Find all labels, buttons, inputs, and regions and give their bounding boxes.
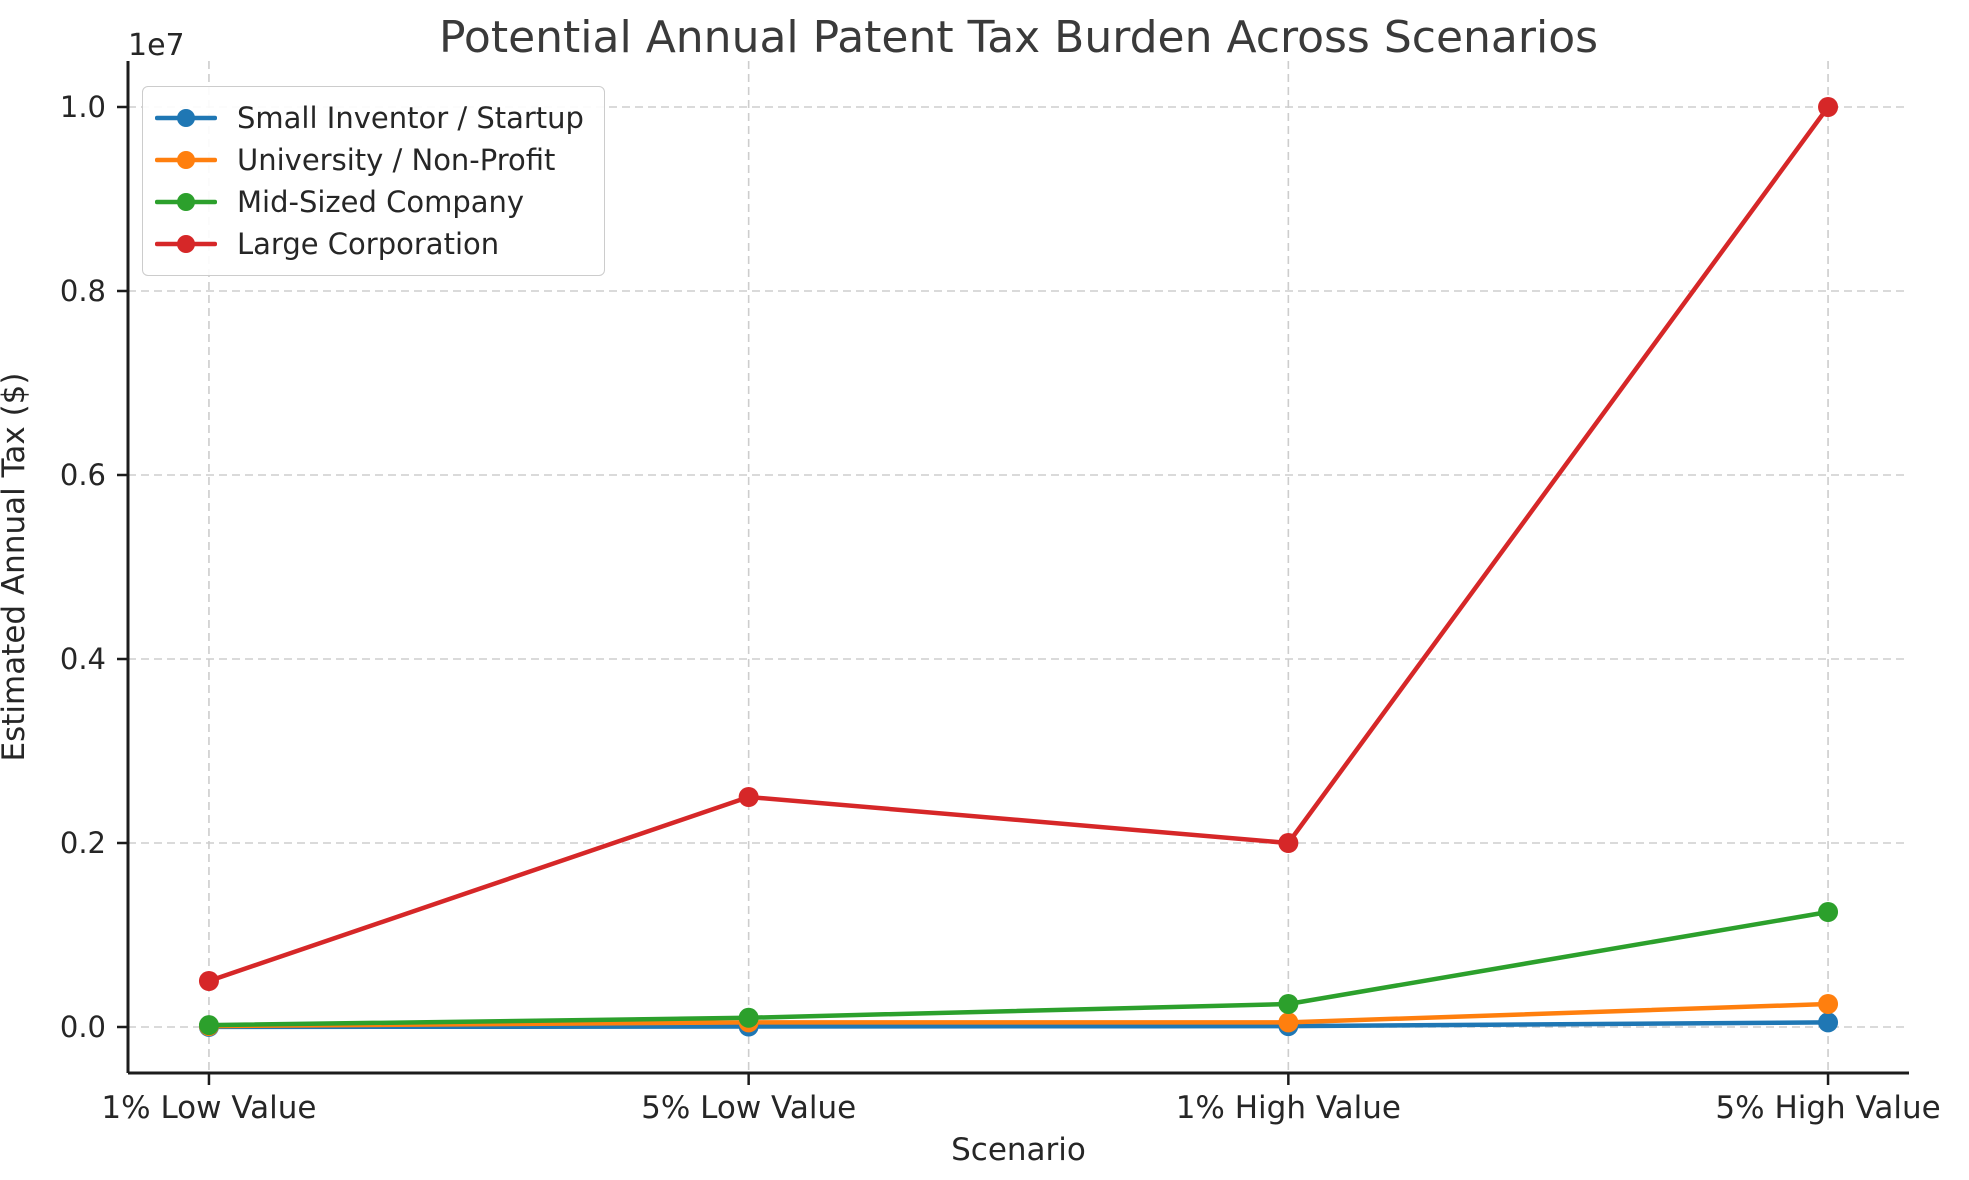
legend-sample-marker (177, 193, 195, 211)
y-tick-label: 0.4 (60, 642, 106, 676)
legend-line-sample-icon (155, 235, 217, 253)
data-point-mid-sized-company-0 (198, 1015, 219, 1036)
legend-label: Large Corporation (237, 227, 500, 261)
data-point-large-corporation-0 (198, 971, 219, 991)
data-point-large-corporation-2 (1278, 833, 1299, 853)
data-point-university-non-profit-2 (1278, 1012, 1299, 1033)
legend-label: Mid-Sized Company (237, 185, 525, 219)
data-point-mid-sized-company-1 (738, 1007, 759, 1028)
series-line-large-corporation (206, 104, 1831, 984)
series-line-university-non-profit (206, 1001, 1831, 1029)
legend-line-sample-icon (155, 151, 217, 169)
series-line-small-inventor-startup (206, 1020, 1831, 1030)
data-point-large-corporation-3 (1818, 97, 1839, 117)
x-tick-label: 5% High Value (1715, 1090, 1940, 1126)
legend-item-small-inventor-startup: Small Inventor / Startup (155, 97, 584, 139)
y-tick-label: 1.0 (60, 90, 106, 124)
data-point-mid-sized-company-2 (1278, 994, 1299, 1014)
legend-item-large-corporation: Large Corporation (155, 223, 584, 265)
y-tick-label: 0.2 (60, 826, 106, 860)
x-tick-label: 5% Low Value (641, 1090, 856, 1126)
chart-title: Potential Annual Patent Tax Burden Acros… (438, 12, 1599, 63)
legend-line-sample-icon (155, 193, 217, 211)
y-axis-label: Estimated Annual Tax ($) (0, 372, 32, 762)
legend-item-mid-sized-company: Mid-Sized Company (155, 181, 584, 223)
y-tick-label: 0.6 (60, 458, 106, 492)
y-axis-offset-label: 1e7 (128, 28, 185, 63)
data-point-university-non-profit-3 (1818, 994, 1839, 1014)
data-point-small-inventor-startup-3 (1818, 1012, 1839, 1033)
legend-label: University / Non-Profit (237, 143, 556, 177)
y-tick-label: 0.8 (60, 274, 106, 308)
y-tick-label: 0.0 (60, 1010, 106, 1044)
legend-line-sample-icon (155, 109, 217, 127)
legend-item-university-non-profit: University / Non-Profit (155, 139, 584, 181)
x-tick-label: 1% Low Value (101, 1090, 316, 1126)
data-point-mid-sized-company-3 (1818, 902, 1839, 922)
data-point-large-corporation-1 (738, 787, 759, 807)
legend: Small Inventor / Startup University / Non… (142, 86, 605, 276)
legend-label: Small Inventor / Startup (237, 101, 584, 135)
x-tick-label: 1% High Value (1176, 1090, 1401, 1126)
legend-sample-marker (177, 151, 195, 169)
series-line-mid-sized-company (206, 909, 1831, 1028)
legend-sample-marker (177, 109, 195, 127)
legend-sample-marker (177, 235, 195, 253)
x-axis-label: Scenario (951, 1132, 1086, 1168)
